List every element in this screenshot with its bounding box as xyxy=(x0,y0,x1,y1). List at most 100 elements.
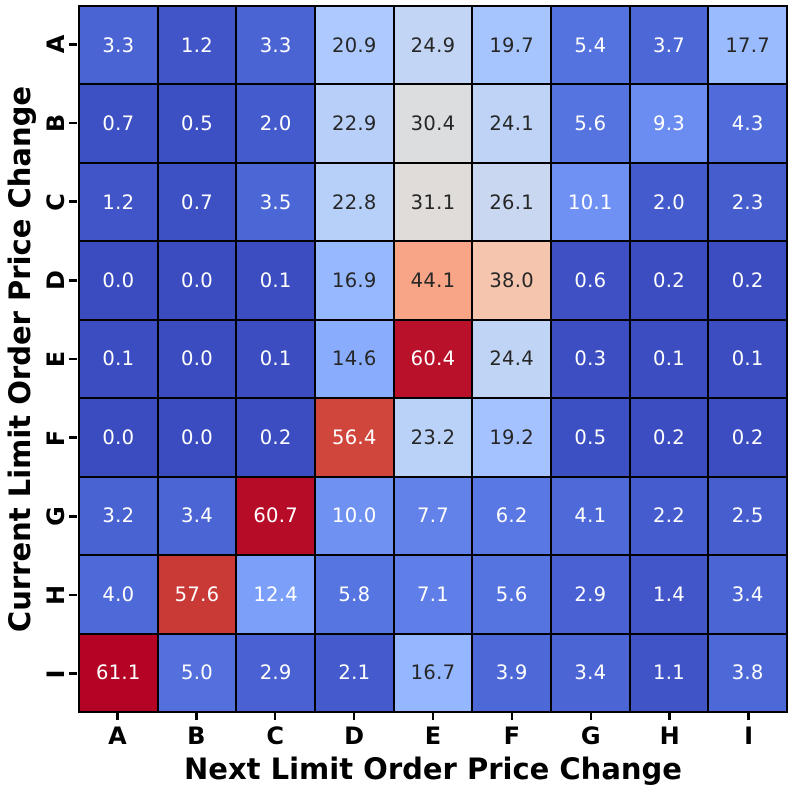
cell-value: 3.3 xyxy=(102,33,135,57)
heatmap-cell-CC: 3.5 xyxy=(237,163,314,241)
heatmap-cell-CG: 10.1 xyxy=(551,163,629,241)
heatmap-cell-FC: 0.2 xyxy=(237,399,314,476)
cell-value: 2.0 xyxy=(259,112,292,136)
cell-value: 0.0 xyxy=(102,425,135,449)
heatmap-cell-GE: 7.7 xyxy=(394,477,472,555)
heatmap-cell-BD: 22.9 xyxy=(315,85,393,162)
heatmap-cell-DD: 16.9 xyxy=(315,242,393,319)
cell-value: 14.6 xyxy=(332,347,377,371)
cell-value: 22.8 xyxy=(332,190,377,214)
x-tick-mark xyxy=(747,713,750,720)
cell-value: 2.2 xyxy=(653,504,685,528)
cell-value: 3.9 xyxy=(495,661,528,685)
heatmap-cell-BI: 4.3 xyxy=(709,85,786,162)
cell-value: 10.0 xyxy=(332,504,377,528)
cell-value: 3.2 xyxy=(102,504,135,528)
y-tick-label-C: C xyxy=(42,192,70,211)
cell-value: 12.4 xyxy=(253,582,298,606)
heatmap-cell-DI: 0.2 xyxy=(709,242,786,319)
heatmap-cell-BC: 2.0 xyxy=(237,85,314,162)
cell-value: 5.8 xyxy=(338,582,371,606)
heatmap-cell-AE: 24.9 xyxy=(394,7,472,84)
y-tick-mark xyxy=(69,121,77,125)
heatmap-cell-ED: 14.6 xyxy=(315,320,393,398)
cell-value: 2.0 xyxy=(653,190,685,214)
heatmap-cell-AA: 3.3 xyxy=(80,7,157,84)
heatmap-cell-HD: 5.8 xyxy=(315,556,393,633)
heatmap-cell-II: 3.8 xyxy=(709,634,786,711)
cell-value: 0.1 xyxy=(102,347,135,371)
heatmap-cell-IG: 3.4 xyxy=(551,634,629,711)
cell-value: 57.6 xyxy=(174,582,220,606)
cell-value: 10.1 xyxy=(568,190,613,214)
cell-value: 24.9 xyxy=(410,33,456,57)
x-tick-mark xyxy=(273,713,277,720)
cell-value: 30.4 xyxy=(410,112,456,136)
y-tick-mark xyxy=(69,672,77,675)
heatmap-grid: 3.3 1.2 3.3 20.9 24.9 19.7 5.4 3.7 17.7 0.7 0.5 2.0… xyxy=(78,5,788,713)
cell-value: 3.8 xyxy=(731,661,764,685)
x-tick-mark xyxy=(589,713,593,720)
cell-value: 60.4 xyxy=(410,347,456,371)
heatmap-cell-DH: 0.2 xyxy=(630,242,708,319)
heatmap-cell-CF: 26.1 xyxy=(473,163,550,241)
cell-value: 22.9 xyxy=(332,112,377,136)
cell-value: 17.7 xyxy=(725,33,770,57)
cell-value: 0.2 xyxy=(731,269,764,293)
heatmap-cell-FI: 0.2 xyxy=(709,399,786,476)
cell-value: 1.4 xyxy=(653,582,685,606)
cell-value: 3.7 xyxy=(653,33,685,57)
cell-value: 0.1 xyxy=(731,347,764,371)
heatmap-cell-AC: 3.3 xyxy=(237,7,314,84)
heatmap-cell-GB: 3.4 xyxy=(158,477,236,555)
x-tick-label-G: G xyxy=(580,722,601,750)
heatmap-cell-AG: 5.4 xyxy=(551,7,629,84)
heatmap-cell-AD: 20.9 xyxy=(315,7,393,84)
x-tick-mark xyxy=(668,713,671,720)
cell-value: 0.2 xyxy=(653,269,685,293)
heatmap-cell-CA: 1.2 xyxy=(80,163,157,241)
heatmap-cell-FD: 56.4 xyxy=(315,399,393,476)
y-tick-label-E: E xyxy=(42,350,70,368)
cell-value: 6.2 xyxy=(495,504,528,528)
heatmap-cell-GA: 3.2 xyxy=(80,477,157,555)
heatmap-cell-HG: 2.9 xyxy=(551,556,629,633)
cell-value: 3.5 xyxy=(259,190,292,214)
cell-value: 0.3 xyxy=(574,347,607,371)
cell-value: 61.1 xyxy=(96,661,141,685)
heatmap-cell-HC: 12.4 xyxy=(237,556,314,633)
cell-value: 3.4 xyxy=(574,661,607,685)
cell-value: 0.0 xyxy=(181,425,213,449)
x-tick-mark xyxy=(195,713,198,720)
heatmap-cell-HA: 4.0 xyxy=(80,556,157,633)
cell-value: 60.7 xyxy=(253,504,298,528)
cell-value: 1.1 xyxy=(653,661,685,685)
heatmap-cell-EF: 24.4 xyxy=(473,320,550,398)
cell-value: 16.9 xyxy=(332,269,377,293)
heatmap-cell-HH: 1.4 xyxy=(630,556,708,633)
cell-value: 0.0 xyxy=(181,269,213,293)
heatmap-cell-EI: 0.1 xyxy=(709,320,786,398)
heatmap-cell-CH: 2.0 xyxy=(630,163,708,241)
heatmap-cell-IA: 61.1 xyxy=(80,634,157,711)
heatmap-cell-EC: 0.1 xyxy=(237,320,314,398)
cell-value: 0.1 xyxy=(259,347,292,371)
cell-value: 20.9 xyxy=(332,33,377,57)
y-axis-title: Current Limit Order Price Change xyxy=(3,85,37,633)
y-tick-label-I: I xyxy=(42,669,70,679)
cell-value: 0.7 xyxy=(102,112,135,136)
y-tick-label-A: A xyxy=(42,35,70,54)
cell-value: 4.0 xyxy=(102,582,135,606)
x-tick-label-F: F xyxy=(503,722,521,750)
heatmap-cell-EG: 0.3 xyxy=(551,320,629,398)
cell-value: 1.2 xyxy=(102,190,135,214)
cell-value: 3.3 xyxy=(259,33,292,57)
cell-value: 0.2 xyxy=(653,425,685,449)
heatmap-cell-GH: 2.2 xyxy=(630,477,708,555)
cell-value: 1.2 xyxy=(181,33,213,57)
y-tick-label-B: B xyxy=(42,113,70,133)
x-tick-label-E: E xyxy=(424,722,442,750)
heatmap-cell-IB: 5.0 xyxy=(158,634,236,711)
heatmap-cell-EH: 0.1 xyxy=(630,320,708,398)
heatmap-cell-IH: 1.1 xyxy=(630,634,708,711)
